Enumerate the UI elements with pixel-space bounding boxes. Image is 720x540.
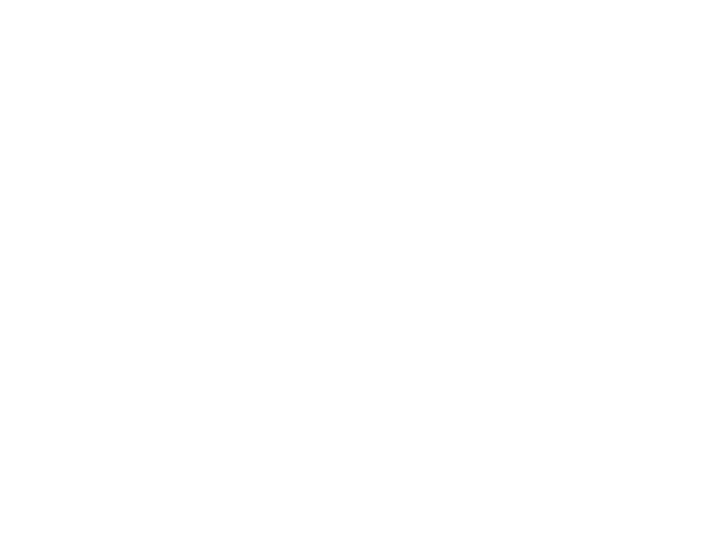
Text: $f(x) = 2x^3 + 6x^2 - 3x + 1$: $f(x) = 2x^3 + 6x^2 - 3x + 1$	[103, 284, 468, 320]
Text: Example 1: Example 1	[140, 140, 367, 178]
Text: Find the intervals of concavity and the
inflection points: Find the intervals of concavity and the …	[140, 198, 649, 262]
